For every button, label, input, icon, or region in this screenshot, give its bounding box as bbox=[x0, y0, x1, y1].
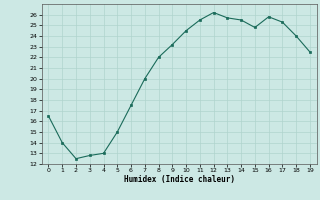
X-axis label: Humidex (Indice chaleur): Humidex (Indice chaleur) bbox=[124, 175, 235, 184]
